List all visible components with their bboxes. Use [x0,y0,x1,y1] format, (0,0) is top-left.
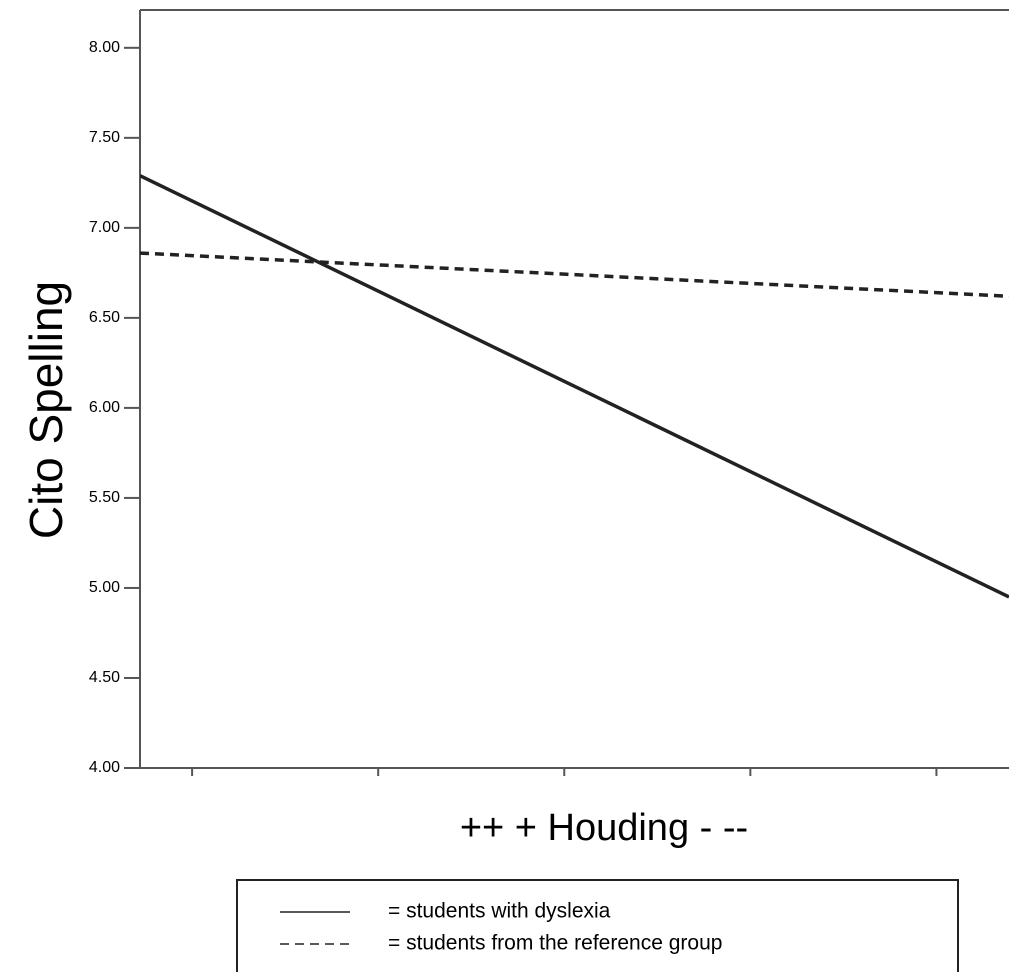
legend [236,879,959,972]
y-tick-label: 6.00 [89,399,120,416]
y-tick-label: 4.00 [89,759,120,776]
legend-label: = students with dyslexia [388,900,611,923]
x-tick-label: 2.0 [925,791,947,808]
x-tick-label: -2.0 [178,791,206,808]
x-tick-labels: -2.0 -1.0 0 1.0 2.0 [178,791,947,808]
series-line [140,251,1009,299]
y-tick-label: 7.00 [89,219,120,236]
label-backdrop [12,125,88,585]
y-tick-label: 4.50 [89,669,120,686]
y-tick-label: 7.50 [89,129,120,146]
y-tick-label: 5.00 [89,579,120,596]
x-tick-label: 0 [560,791,569,808]
y-tick-label: 5.50 [89,489,120,506]
x-axis-title: ++ + Houding - -- [460,807,748,849]
x-tick-label: 1.0 [739,791,761,808]
y-tick-label: 8.00 [89,39,120,56]
series-line [140,174,1009,599]
y-tick-label: 6.50 [89,309,120,326]
x-tick-label: -1.0 [364,791,392,808]
y-axis-title: Cito Spelling [20,281,72,539]
legend-label: = students from the reference group [388,932,722,955]
